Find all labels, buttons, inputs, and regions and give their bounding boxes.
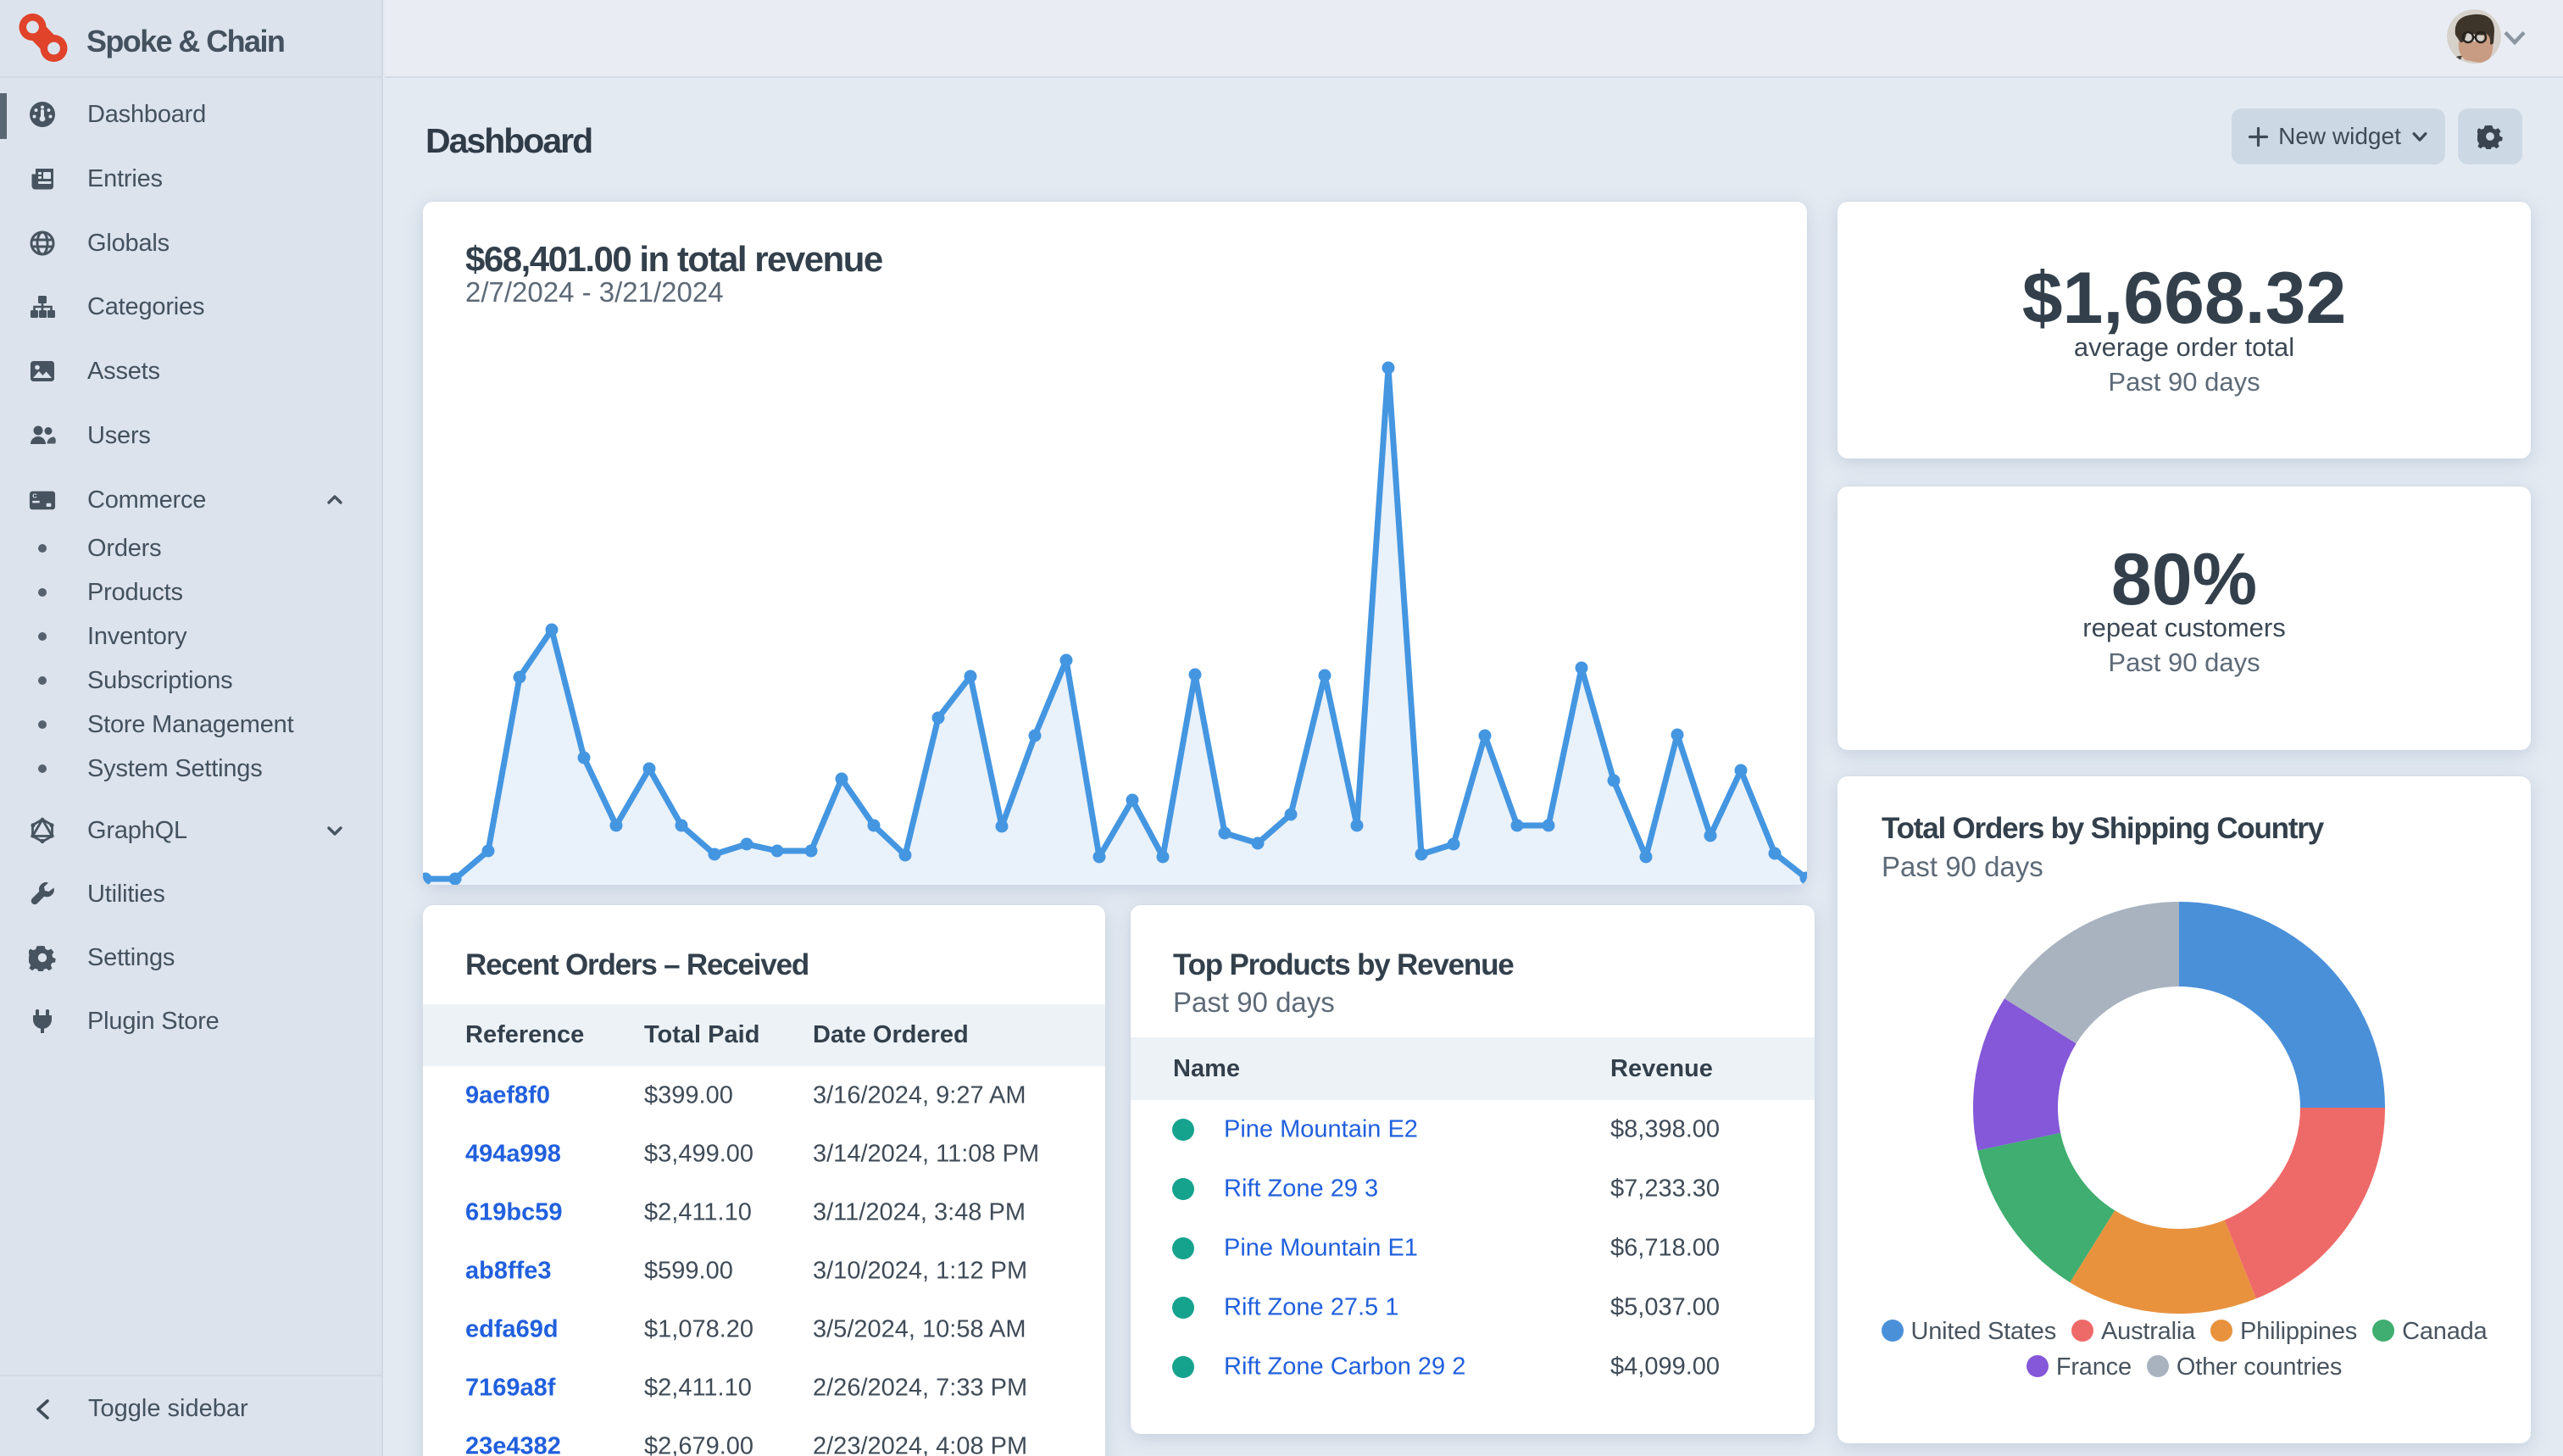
svg-text:C: C xyxy=(32,492,37,500)
